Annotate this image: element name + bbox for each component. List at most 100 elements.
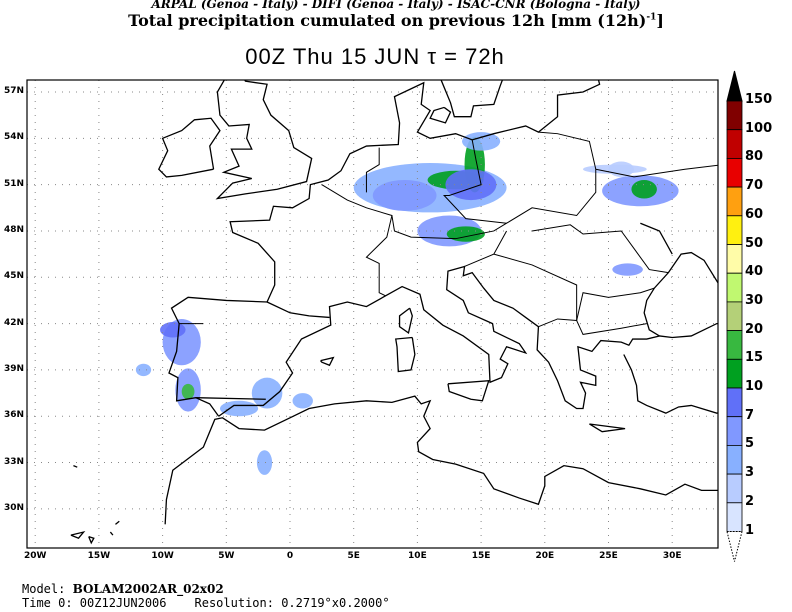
coastline — [88, 536, 95, 545]
coastline — [659, 322, 718, 339]
precip-area — [602, 175, 679, 207]
lat-label: 51N — [3, 178, 24, 189]
lat-label: 33N — [3, 456, 24, 467]
country-border — [391, 131, 597, 240]
precip-area — [175, 368, 201, 412]
coastline — [266, 301, 330, 319]
colorbar-label: 100 — [745, 120, 773, 136]
colorbar — [726, 70, 743, 562]
colorbar-label: 1 — [745, 522, 755, 538]
country-border — [493, 253, 578, 321]
colorbar-box — [726, 100, 743, 131]
country-border — [531, 224, 669, 274]
coastline — [73, 465, 78, 468]
colorbar-under-triangle — [726, 531, 743, 562]
colorbar-label: 30 — [745, 292, 764, 308]
colorbar-label: 50 — [745, 235, 764, 251]
coastline — [215, 80, 313, 200]
country-border — [576, 287, 655, 321]
colorbar-label: 70 — [745, 178, 764, 194]
colorbar-box — [726, 129, 743, 159]
precip-area — [372, 180, 437, 211]
colorbar-label: 2 — [745, 493, 755, 509]
coastline — [168, 80, 601, 417]
coastline — [589, 423, 626, 433]
precipitation-layer — [135, 132, 679, 475]
graticule — [27, 80, 718, 548]
coastline — [623, 354, 718, 414]
coastline — [157, 117, 221, 178]
resolution: Resolution: 0.2719°x0.2000° — [194, 596, 390, 610]
lon-label: 10E — [408, 551, 427, 561]
precip-area — [181, 383, 195, 400]
colorbar-box — [726, 387, 743, 418]
coastline — [195, 397, 266, 400]
country-border — [321, 184, 393, 297]
model-label: Model: — [22, 582, 73, 596]
lon-label: 25E — [599, 551, 618, 561]
map-frame — [26, 79, 719, 549]
lon-label: 15E — [471, 551, 491, 561]
coastline — [640, 222, 673, 255]
lat-label: 57N — [3, 86, 24, 96]
colorbar-label: 5 — [745, 436, 755, 452]
title-text: Total precipitation cumulated on previou… — [128, 11, 647, 30]
colorbar-label: 3 — [745, 465, 755, 481]
lon-label: 0 — [286, 551, 294, 561]
precip-area — [417, 215, 482, 247]
precip-area — [292, 393, 313, 409]
lat-label: 42N — [3, 317, 24, 328]
precip-area — [583, 164, 647, 174]
precip-area — [446, 226, 485, 242]
colorbar-box — [726, 502, 743, 532]
lon-label: 5W — [218, 551, 235, 561]
precip-area — [631, 180, 657, 199]
coastline — [109, 531, 114, 536]
colorbar-box — [726, 473, 743, 504]
colorbar-label: 10 — [745, 379, 764, 394]
precip-area — [162, 318, 201, 366]
lat-label: 39N — [3, 363, 24, 374]
precip-area — [160, 322, 186, 338]
lat-label: 54N — [3, 132, 24, 143]
country-border — [595, 164, 718, 178]
lat-label: 36N — [3, 410, 24, 421]
precip-area — [353, 163, 507, 213]
precip-area — [461, 132, 501, 151]
coastline — [429, 106, 452, 124]
model-info: Model: BOLAM2002AR_02x02 — [22, 582, 224, 596]
coastline — [398, 307, 413, 334]
precip-area — [219, 400, 259, 417]
precip-area — [608, 161, 634, 177]
coastline — [394, 336, 416, 373]
colorbar-box — [726, 244, 743, 274]
model-name: BOLAM2002AR_02x02 — [72, 582, 224, 596]
colorbar-label: 150 — [745, 92, 773, 107]
coastline — [320, 356, 335, 367]
lon-label: 20E — [535, 551, 555, 561]
precip-area — [251, 377, 283, 409]
institutions-line: ARPAL (Genoa - Italy) - DIFI (Genoa - It… — [151, 0, 641, 11]
colorbar-label: 15 — [745, 350, 764, 366]
colorbar-box — [726, 330, 743, 360]
run-info: Time 0: 00Z12JUN2006 Resolution: 0.2719°x… — [22, 596, 390, 610]
colorbar-box — [726, 157, 743, 188]
lon-label: 30E — [662, 551, 682, 561]
coastlines — [70, 80, 718, 545]
colorbar-box — [726, 301, 743, 331]
country-border — [464, 230, 508, 267]
colorbar-label: 7 — [745, 407, 755, 423]
precip-area — [427, 170, 484, 190]
country-border — [538, 318, 647, 335]
precip-area — [135, 363, 152, 377]
coastline — [164, 395, 718, 525]
precip-area — [445, 169, 497, 201]
lon-label: 10W — [151, 551, 174, 561]
colorbar-box — [726, 444, 743, 475]
lon-label: 5E — [347, 551, 360, 561]
precip-area — [256, 450, 273, 475]
country-border — [365, 147, 380, 193]
country-border — [443, 139, 507, 224]
map-title: Total precipitation cumulated on previou… — [0, 11, 792, 30]
